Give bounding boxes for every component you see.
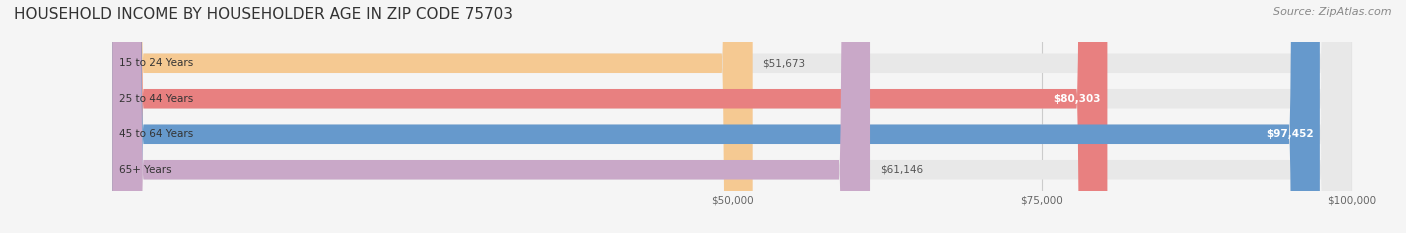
- Text: Source: ZipAtlas.com: Source: ZipAtlas.com: [1274, 7, 1392, 17]
- FancyBboxPatch shape: [112, 0, 1351, 233]
- Text: 45 to 64 Years: 45 to 64 Years: [118, 129, 193, 139]
- FancyBboxPatch shape: [112, 0, 1351, 233]
- FancyBboxPatch shape: [112, 0, 1108, 233]
- Text: 25 to 44 Years: 25 to 44 Years: [118, 94, 193, 104]
- Text: 65+ Years: 65+ Years: [118, 165, 172, 175]
- FancyBboxPatch shape: [112, 0, 1351, 233]
- FancyBboxPatch shape: [112, 0, 1351, 233]
- Text: $61,146: $61,146: [880, 165, 924, 175]
- Text: HOUSEHOLD INCOME BY HOUSEHOLDER AGE IN ZIP CODE 75703: HOUSEHOLD INCOME BY HOUSEHOLDER AGE IN Z…: [14, 7, 513, 22]
- Text: 15 to 24 Years: 15 to 24 Years: [118, 58, 193, 68]
- FancyBboxPatch shape: [112, 0, 752, 233]
- Text: $80,303: $80,303: [1053, 94, 1101, 104]
- Text: $97,452: $97,452: [1265, 129, 1313, 139]
- Text: $51,673: $51,673: [762, 58, 806, 68]
- FancyBboxPatch shape: [112, 0, 1320, 233]
- FancyBboxPatch shape: [112, 0, 870, 233]
